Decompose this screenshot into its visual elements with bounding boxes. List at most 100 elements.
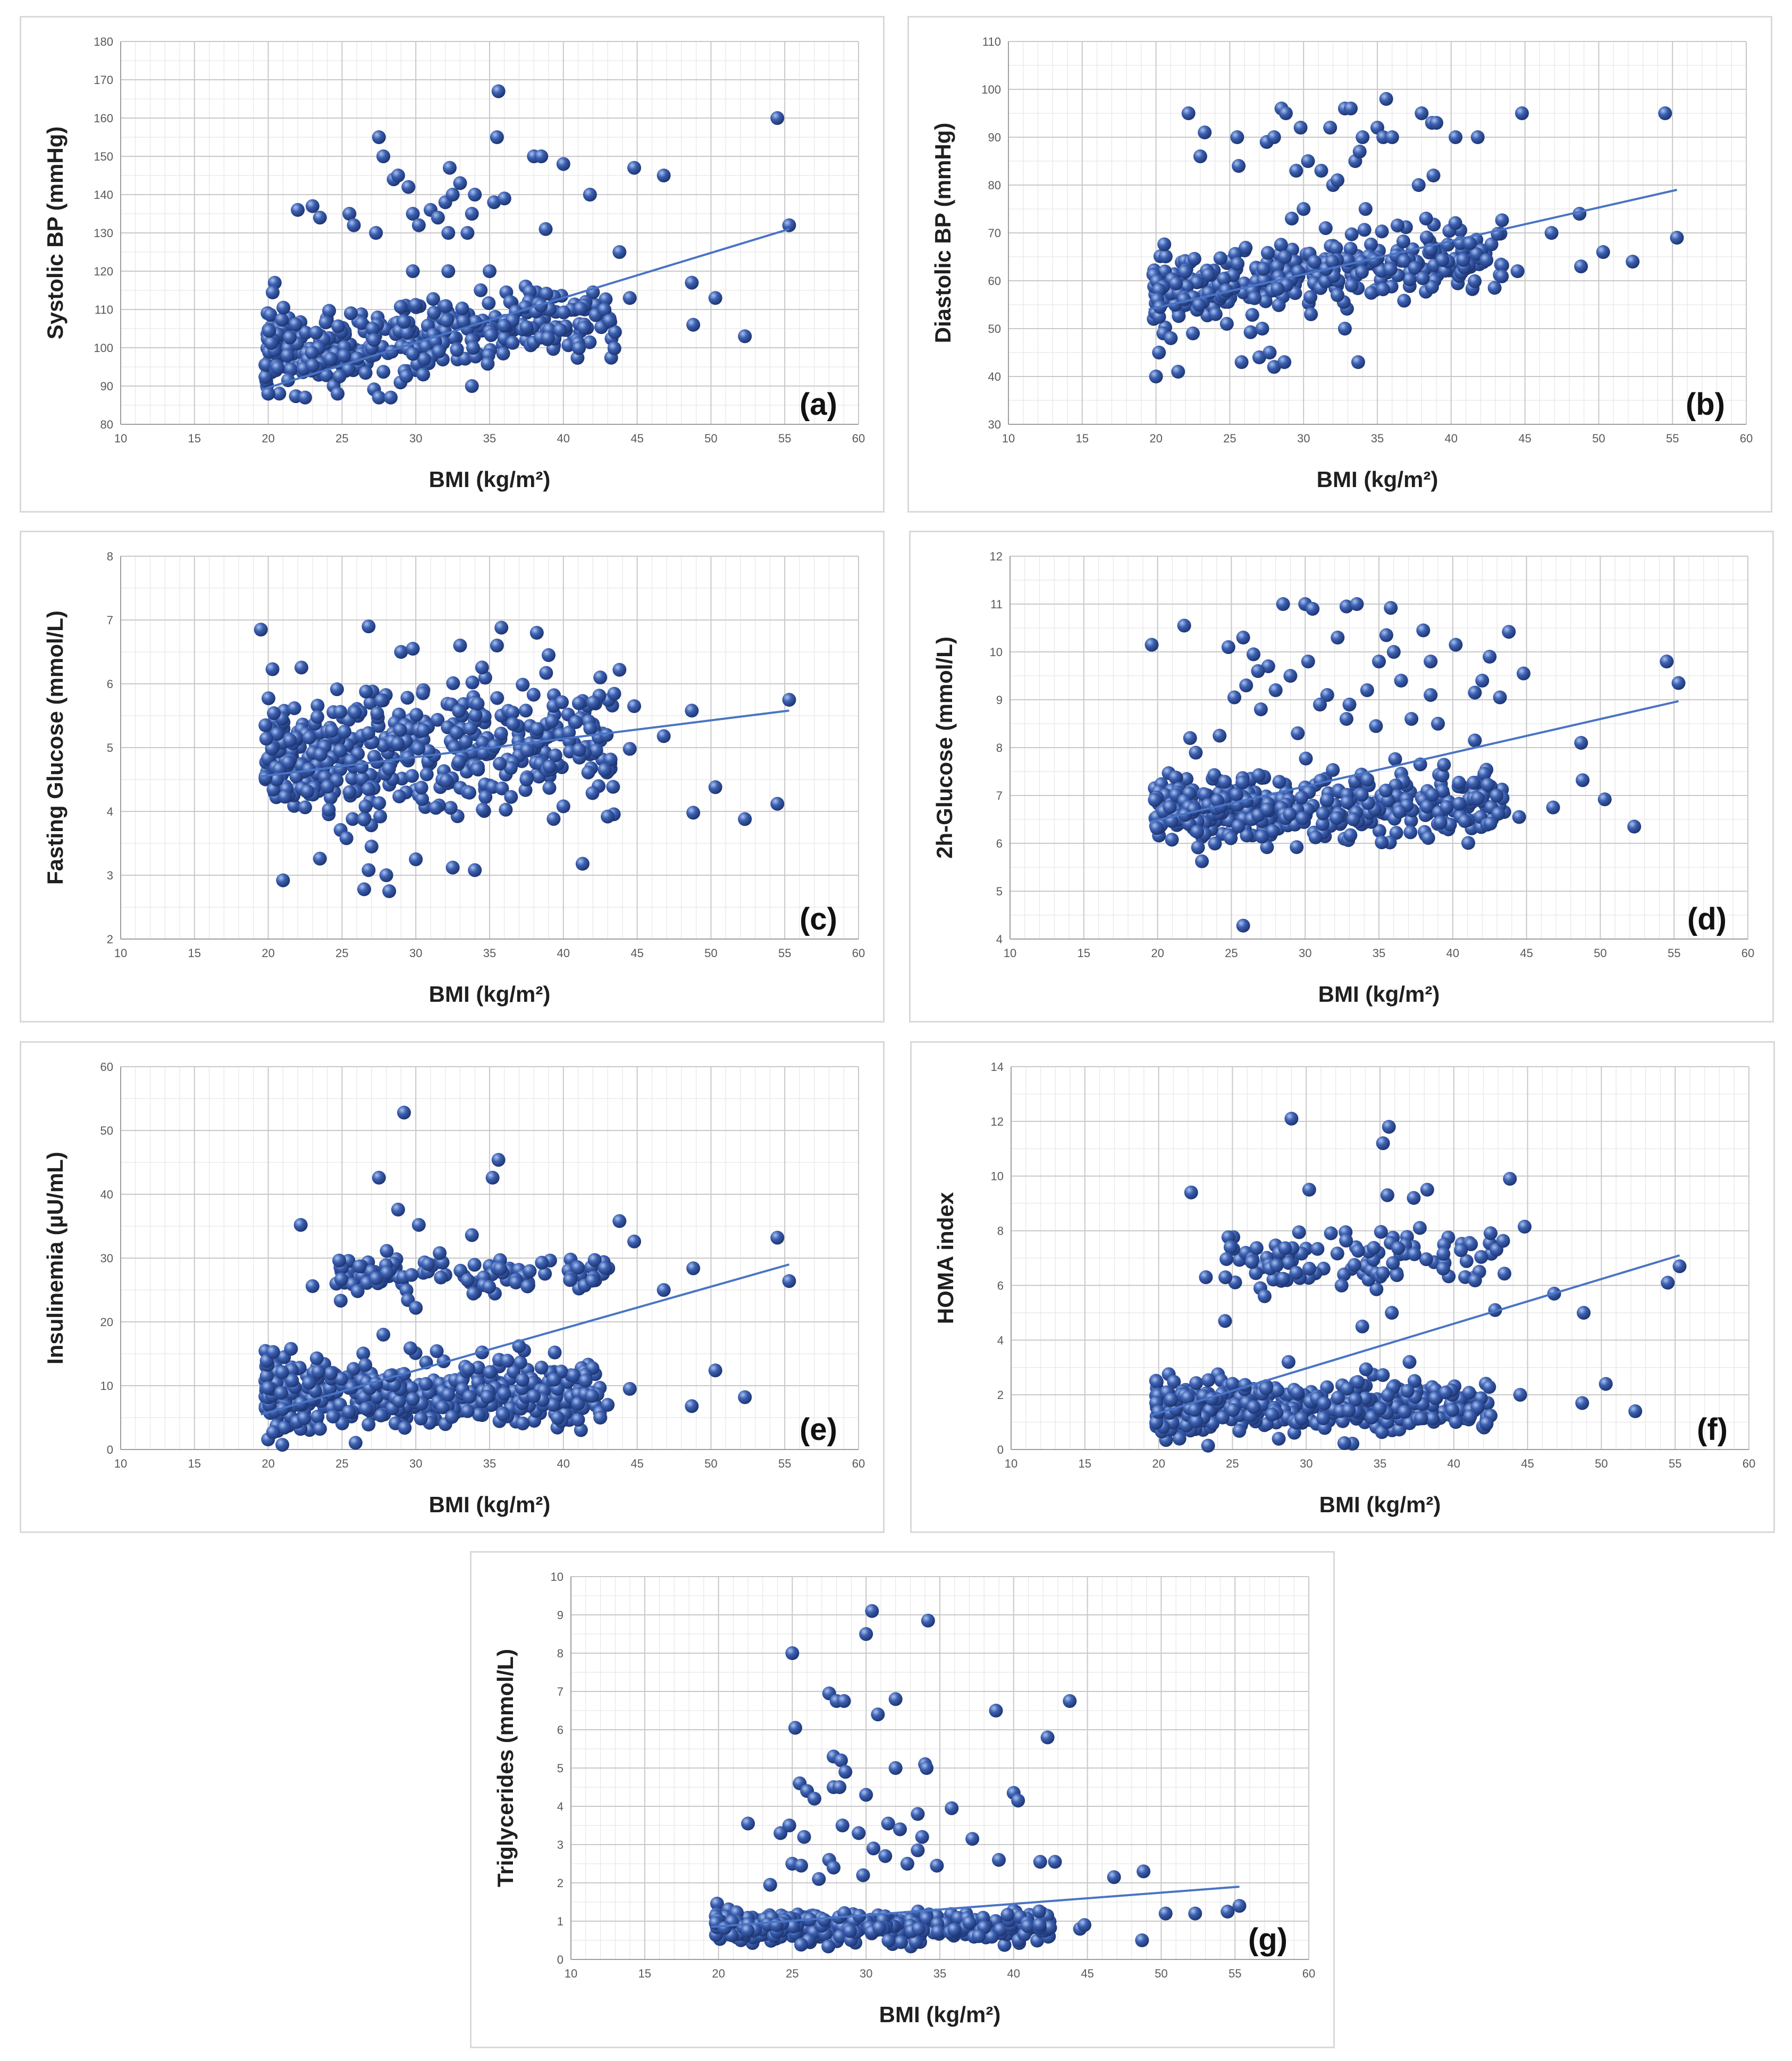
data-point	[1231, 257, 1244, 271]
chart-svg-a: 10 15 20 25 30 35 40 45 50 55 60 80 90 100 110 120 130 14…	[43, 35, 865, 492]
data-point	[992, 1853, 1006, 1867]
data-point	[915, 1830, 929, 1844]
data-point	[866, 1841, 881, 1856]
data-point	[1627, 819, 1642, 834]
data-point	[1419, 230, 1434, 245]
data-point	[1385, 130, 1399, 144]
data-point	[1150, 821, 1164, 835]
x-tick-label: 25	[335, 1457, 348, 1470]
data-point	[1188, 1906, 1202, 1921]
data-point	[331, 319, 346, 333]
data-point	[542, 648, 556, 662]
x-tick-label: 40	[557, 432, 570, 445]
data-point	[1165, 833, 1179, 847]
data-point	[468, 708, 483, 722]
y-tick-label: 12	[990, 550, 1003, 563]
data-point	[313, 851, 327, 866]
y-tick-label: 90	[988, 131, 1001, 144]
data-point	[1438, 1385, 1453, 1400]
data-point	[1404, 712, 1419, 726]
data-point	[1163, 800, 1177, 814]
data-point	[888, 1761, 903, 1775]
data-point	[575, 857, 590, 871]
data-point	[1247, 1400, 1261, 1414]
data-point	[361, 863, 376, 877]
y-tick-label: 140	[94, 188, 113, 202]
data-point	[418, 1377, 433, 1391]
data-point	[254, 623, 268, 636]
data-point	[1379, 628, 1393, 642]
data-point	[365, 322, 380, 336]
data-point	[506, 336, 520, 350]
data-point	[708, 780, 722, 794]
data-point	[1271, 1383, 1285, 1397]
data-point	[685, 1399, 699, 1413]
y-tick-label: 100	[981, 83, 1001, 96]
data-point	[372, 390, 386, 405]
trendline	[260, 1263, 790, 1415]
data-point	[782, 1274, 796, 1288]
panel-label: (b)	[1686, 387, 1725, 422]
x-tick-label: 45	[1518, 432, 1531, 445]
data-point	[1347, 1258, 1361, 1272]
data-point	[1396, 234, 1410, 248]
data-point	[348, 705, 362, 719]
data-point	[367, 750, 381, 764]
y-tick-label: 10	[551, 1570, 563, 1584]
data-points	[254, 619, 796, 898]
data-point	[1510, 264, 1525, 278]
data-point	[1384, 601, 1398, 615]
data-point	[1272, 775, 1286, 789]
data-point	[494, 726, 508, 741]
y-axis-label: Systolic BP (mmHg)	[43, 127, 68, 340]
data-point	[1546, 800, 1560, 815]
data-point	[585, 1389, 599, 1403]
data-point	[1152, 346, 1166, 359]
data-point	[1484, 237, 1499, 252]
data-point	[1344, 227, 1359, 241]
data-point	[1195, 854, 1209, 868]
data-point	[930, 1858, 944, 1873]
x-tick-label: 35	[1374, 1457, 1386, 1470]
x-tick-label: 60	[1302, 1967, 1315, 1980]
data-point	[497, 191, 511, 206]
data-point	[259, 732, 273, 746]
data-point	[332, 1253, 347, 1268]
data-point	[373, 809, 388, 824]
data-point	[1435, 768, 1450, 783]
data-point	[310, 699, 325, 713]
data-point	[1340, 1381, 1354, 1396]
data-point	[1266, 824, 1280, 838]
x-tick-label: 20	[1151, 946, 1164, 960]
data-point	[266, 1345, 280, 1359]
data-point	[1149, 1415, 1163, 1430]
data-point	[520, 1279, 535, 1294]
data-point	[409, 1301, 423, 1315]
data-point	[419, 767, 434, 782]
data-point	[460, 226, 475, 240]
y-tick-label: 0	[997, 1443, 1004, 1456]
x-tick-label: 55	[1229, 1967, 1241, 1980]
x-tick-label: 55	[1669, 1457, 1681, 1470]
data-point	[1240, 794, 1253, 808]
data-point	[603, 752, 618, 767]
data-point	[1293, 121, 1308, 135]
data-point	[1187, 252, 1201, 266]
data-point	[572, 743, 586, 757]
data-point	[275, 313, 289, 327]
data-point	[1303, 290, 1318, 304]
y-axis-label: Diastolic BP (mmHg)	[930, 123, 955, 344]
data-point	[1420, 1183, 1434, 1197]
data-point	[384, 390, 398, 405]
data-point	[323, 791, 338, 805]
data-point	[515, 1373, 529, 1387]
x-tick-label: 15	[188, 432, 201, 445]
data-point	[406, 207, 420, 221]
data-point	[372, 796, 386, 810]
data-point	[835, 1819, 849, 1832]
data-point	[333, 705, 348, 719]
data-point	[1334, 1278, 1349, 1293]
data-point	[1316, 806, 1330, 820]
data-point	[945, 1801, 959, 1815]
data-point	[1148, 793, 1162, 807]
